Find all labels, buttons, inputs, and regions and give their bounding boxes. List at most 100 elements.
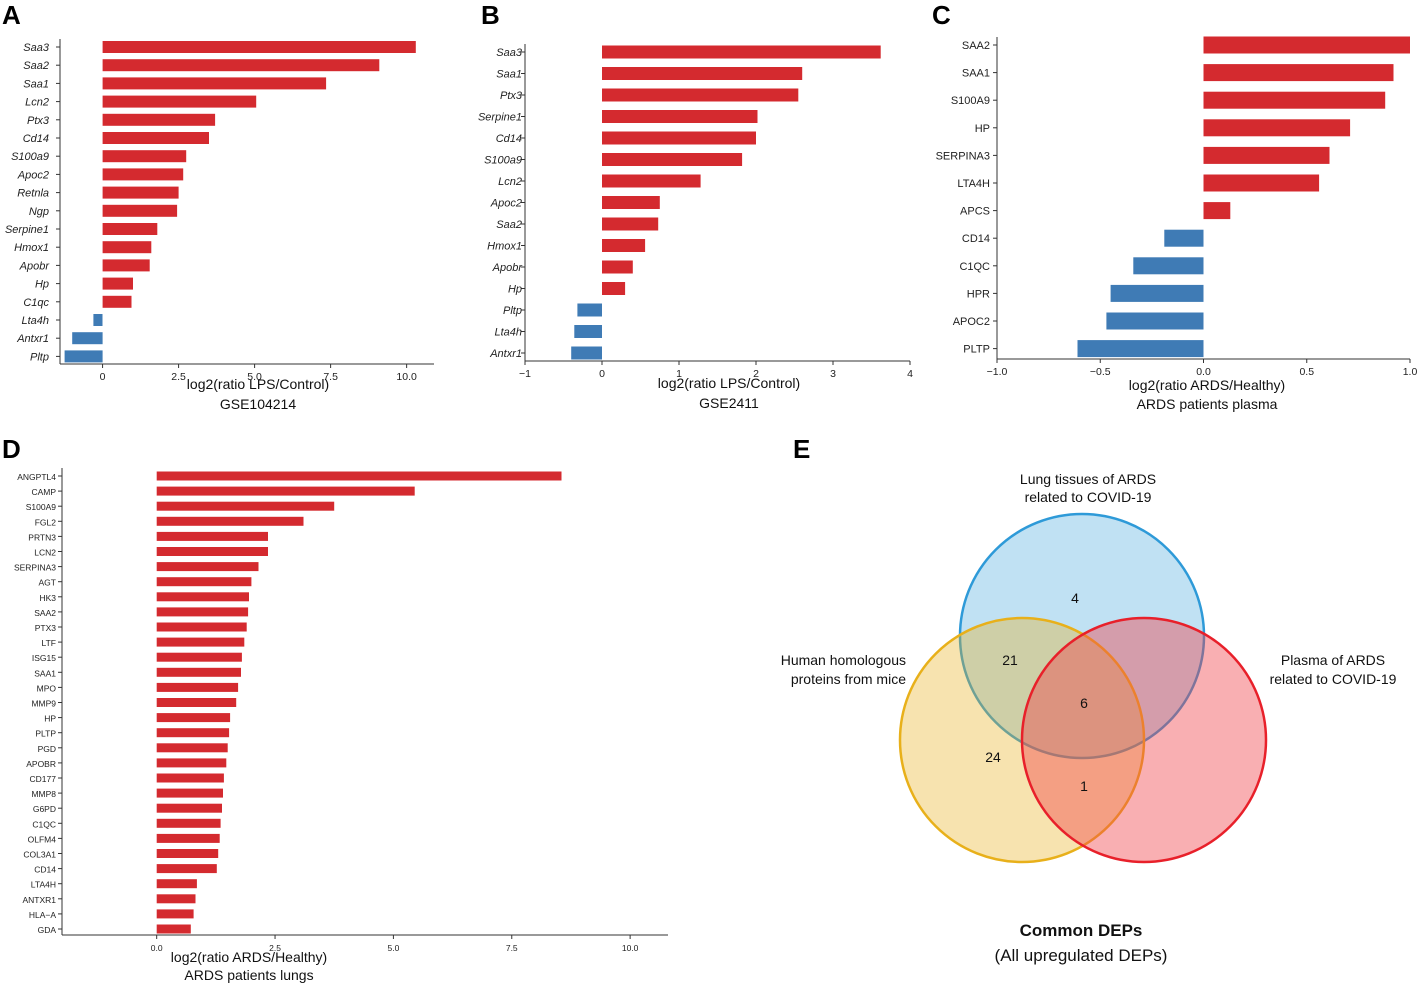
chart-d-category-label: LTA4H — [31, 880, 56, 890]
chart-d-category-label: LTF — [42, 638, 56, 648]
chart-b-category-label: Hp — [508, 284, 522, 296]
chart-d-category-label: PRTN3 — [28, 532, 56, 542]
chart-a-category-label: Apoc2 — [17, 169, 49, 181]
chart-a-category-label: Ngp — [29, 206, 49, 218]
chart-b-xtick-label: 1 — [676, 368, 682, 380]
chart-a-bar — [102, 223, 158, 235]
chart-d-bar — [156, 818, 221, 828]
panel-letter-a: A — [2, 0, 21, 30]
chart-b-bar — [571, 346, 602, 360]
chart-a-category-label: S100a9 — [11, 151, 49, 163]
chart-c-bar — [1203, 202, 1231, 220]
chart-c-xtick-label: 1.0 — [1403, 366, 1418, 378]
chart-d-bar — [156, 607, 249, 617]
chart-c-bar — [1203, 64, 1394, 82]
venn-count-mice-plasma: 1 — [1080, 778, 1088, 794]
chart-d-category-label: S100A9 — [26, 502, 57, 512]
chart-c-bar — [1203, 91, 1386, 109]
chart-c-category-label: S100A9 — [951, 95, 990, 107]
chart-b-bar — [574, 325, 602, 338]
chart-a-category-label: Pltp — [30, 351, 49, 363]
chart-d-category-label: SAA2 — [34, 608, 56, 618]
chart-a-bar — [102, 295, 132, 308]
chart-b-category-label: Saa2 — [496, 219, 522, 231]
chart-a-category-label: Saa3 — [23, 42, 50, 54]
chart-a-xtick-label: 10.0 — [396, 371, 417, 383]
chart-a-bar — [93, 314, 103, 326]
chart-b-category-label: Serpine1 — [478, 112, 522, 124]
chart-d-category-label: APOBR — [26, 759, 56, 769]
chart-a-bar — [102, 113, 216, 126]
chart-d-category-label: GDA — [38, 925, 57, 935]
chart-d-category-label: HK3 — [39, 593, 56, 603]
chart-d-bar — [156, 682, 239, 692]
chart-b-category-label: Hmox1 — [487, 241, 522, 253]
chart-d-bar — [156, 864, 217, 874]
chart-d-bar — [156, 486, 415, 496]
chart-b-category-label: Antxr1 — [489, 348, 522, 360]
chart-c-category-label: APOC2 — [953, 316, 990, 328]
chart-c-category-label: LTA4H — [957, 178, 990, 190]
venn-count-lung-mice: 21 — [1002, 652, 1018, 668]
chart-b-category-label: Pltp — [503, 305, 522, 317]
chart-d-bar — [156, 531, 268, 541]
chart-c-xtick-label: 0.0 — [1196, 366, 1211, 378]
chart-d-category-label: CAMP — [31, 487, 56, 497]
chart-d-xtick-label: 5.0 — [387, 943, 399, 953]
chart-d-category-label: ANTXR1 — [22, 895, 56, 905]
chart-a-xtick-label: 7.5 — [323, 371, 338, 383]
chart-d-category-label: SERPINA3 — [14, 563, 56, 573]
venn-label-lung-line1: Lung tissues of ARDS — [1020, 471, 1156, 487]
chart-a-bar — [102, 241, 152, 254]
chart-d-category-label: MMP9 — [31, 699, 56, 709]
chart-b-bar — [602, 282, 626, 295]
chart-c-bar — [1203, 174, 1320, 192]
chart-d-bar — [156, 849, 219, 858]
chart-c-category-label: SAA1 — [962, 68, 990, 80]
chart-a-bar — [102, 132, 209, 144]
chart-b-bar — [602, 153, 743, 166]
chart-b-xlabel: log2(ratio LPS/Control) — [658, 375, 800, 391]
chart-a-xtick-label: 0 — [100, 371, 106, 383]
chart-c-ards-plasma: SAA2 SAA1 S100A9 HP SERPINA3 LTA4H APCS CD14 C1Q… — [936, 36, 1418, 412]
chart-d-bar — [156, 758, 227, 768]
venn-label-mice-line2: proteins from mice — [791, 671, 906, 687]
chart-d-bar — [156, 833, 220, 843]
chart-d-ards-lungs: ANGPTL4 CAMP S100A9 FGL2 PRTN3 LCN2 SERPINA3 AG… — [14, 468, 668, 983]
chart-d-bar — [156, 547, 268, 556]
venn-circle-plasma — [1020, 616, 1268, 864]
chart-b-log2-lps-gse2411: Saa3 Saa1 Ptx3 Serpine1 Cd14 S100a9 Lcn2 Apoc2 S… — [478, 44, 913, 411]
chart-b-bar — [602, 88, 799, 102]
venn-count-lung-only: 4 — [1071, 590, 1079, 606]
chart-c-xtick-label: −0.5 — [1090, 366, 1111, 378]
chart-c-bar — [1077, 340, 1204, 358]
chart-b-bar — [602, 239, 646, 252]
chart-a-bar — [102, 77, 327, 90]
chart-d-category-label: AGT — [39, 578, 56, 588]
chart-d-bar — [156, 667, 241, 677]
venn-subtitle: (All upregulated DEPs) — [995, 946, 1168, 965]
chart-b-bar — [602, 196, 660, 209]
chart-b-category-label: Cd14 — [496, 133, 522, 145]
chart-a-category-label: Ptx3 — [27, 115, 50, 127]
chart-d-bar — [156, 788, 223, 798]
chart-b-bar — [602, 174, 701, 188]
chart-b-category-label: Ptx3 — [500, 90, 523, 102]
chart-c-xlabel: log2(ratio ARDS/Healthy) — [1129, 377, 1285, 393]
chart-a-bar — [102, 168, 184, 181]
chart-a-xtick-label: 5.0 — [247, 371, 262, 383]
chart-d-category-label: MPO — [37, 683, 57, 693]
chart-d-category-label: PLTP — [35, 729, 56, 739]
chart-d-bar — [156, 728, 230, 738]
chart-d-category-label: PGD — [38, 744, 56, 754]
chart-b-bar — [602, 110, 758, 123]
chart-d-category-label: PTX3 — [35, 623, 57, 633]
chart-a-category-label: Lcn2 — [25, 97, 49, 109]
chart-c-xtick-label: −1.0 — [987, 366, 1008, 378]
chart-a-category-label: Apobr — [19, 260, 51, 272]
chart-a-log2-lps-gse104214: Saa3 Saa2 Saa1 Lcn2 Ptx3 Cd14 S100a9 Apoc2 Retnl… — [5, 39, 434, 412]
chart-d-bar — [156, 713, 231, 723]
chart-a-bar — [102, 95, 257, 108]
chart-d-bar — [156, 516, 304, 526]
chart-d-bar — [156, 879, 197, 889]
